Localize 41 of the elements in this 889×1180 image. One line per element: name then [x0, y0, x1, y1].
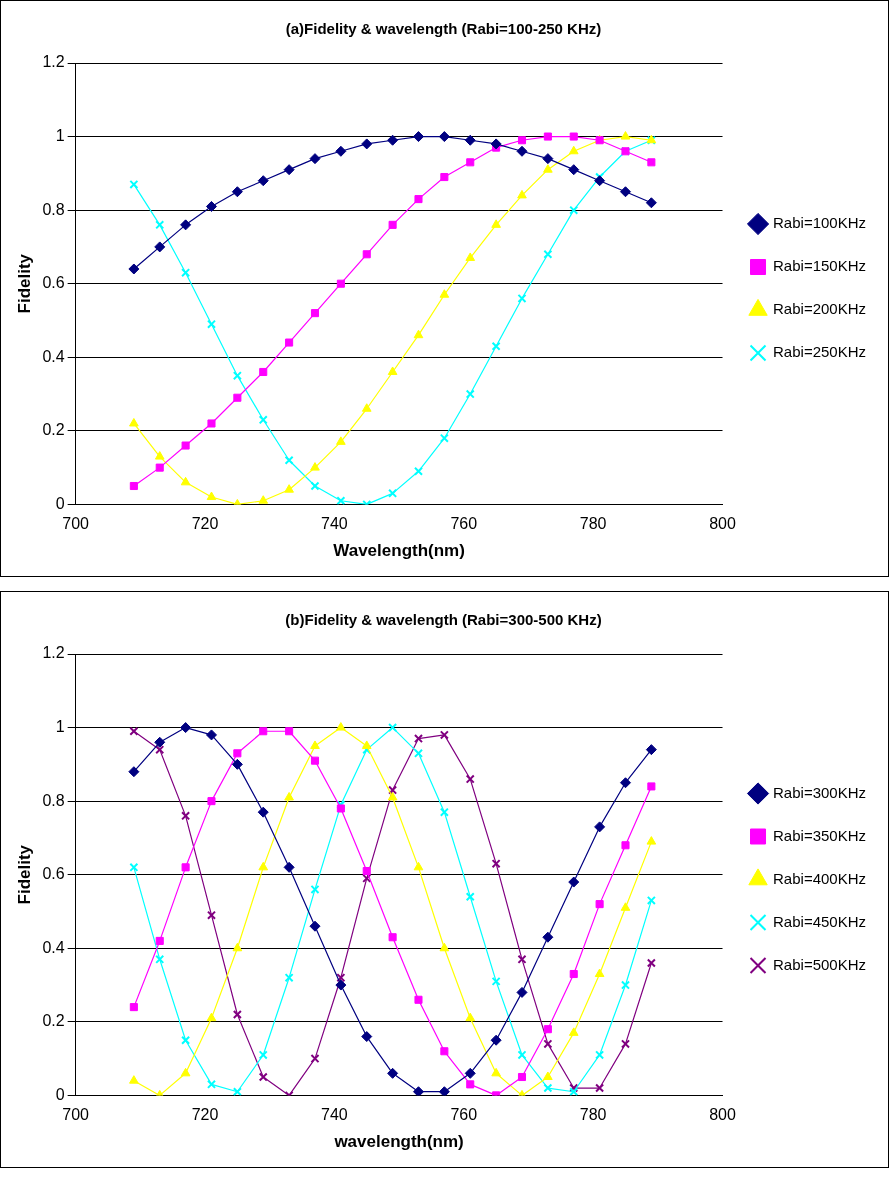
legend-label: Rabi=400KHz	[773, 869, 867, 887]
x-tick-label: 760	[450, 515, 478, 533]
y-tick-label: 1.2	[42, 644, 65, 662]
x-tick-label: 800	[709, 515, 736, 533]
y-tick-label: 1	[55, 717, 65, 735]
chart-title: (a)Fidelity & wavelength (Rabi=100-250 KHz)	[285, 20, 602, 38]
x-axis-title: Wavelength(nm)	[333, 541, 465, 561]
y-tick-label: 0.8	[42, 200, 65, 218]
y-tick-label: 0.8	[42, 791, 65, 809]
legend-label: Rabi=350KHz	[773, 826, 867, 844]
x-tick-label: 700	[62, 1106, 90, 1124]
y-tick-label: 0.2	[42, 1012, 65, 1030]
y-tick-label: 0.6	[42, 865, 65, 883]
y-tick-label: 1	[55, 126, 65, 144]
y-tick-label: 0.4	[42, 938, 65, 956]
legend-label: Rabi=500KHz	[773, 955, 867, 973]
x-tick-label: 740	[321, 1106, 348, 1124]
x-tick-label: 760	[450, 1106, 478, 1124]
y-tick-label: 0	[55, 1085, 65, 1103]
y-tick-label: 0.2	[42, 421, 65, 439]
x-axis-title: wavelength(nm)	[333, 1132, 464, 1152]
x-tick-label: 700	[62, 515, 90, 533]
x-tick-label: 780	[579, 1106, 607, 1124]
legend-label: Rabi=200KHz	[773, 300, 867, 318]
x-tick-label: 800	[709, 1106, 736, 1124]
legend-label: Rabi=150KHz	[773, 257, 867, 275]
chart-title: (b)Fidelity & wavelength (Rabi=300-500 KHz)	[285, 611, 602, 629]
y-tick-label: 1.2	[42, 53, 65, 71]
x-tick-label: 720	[191, 515, 219, 533]
y-axis-title: Fidelity	[14, 844, 34, 905]
y-tick-label: 0.4	[42, 347, 65, 365]
legend-label: Rabi=300KHz	[773, 783, 867, 801]
legend-label: Rabi=250KHz	[773, 343, 867, 361]
x-tick-label: 720	[191, 1106, 219, 1124]
x-tick-label: 740	[321, 515, 348, 533]
y-axis-title: Fidelity	[14, 253, 34, 314]
legend-label: Rabi=100KHz	[773, 214, 867, 232]
y-tick-label: 0	[55, 494, 65, 512]
y-tick-label: 0.6	[42, 274, 65, 292]
legend-label: Rabi=450KHz	[773, 912, 867, 930]
x-tick-label: 780	[579, 515, 607, 533]
